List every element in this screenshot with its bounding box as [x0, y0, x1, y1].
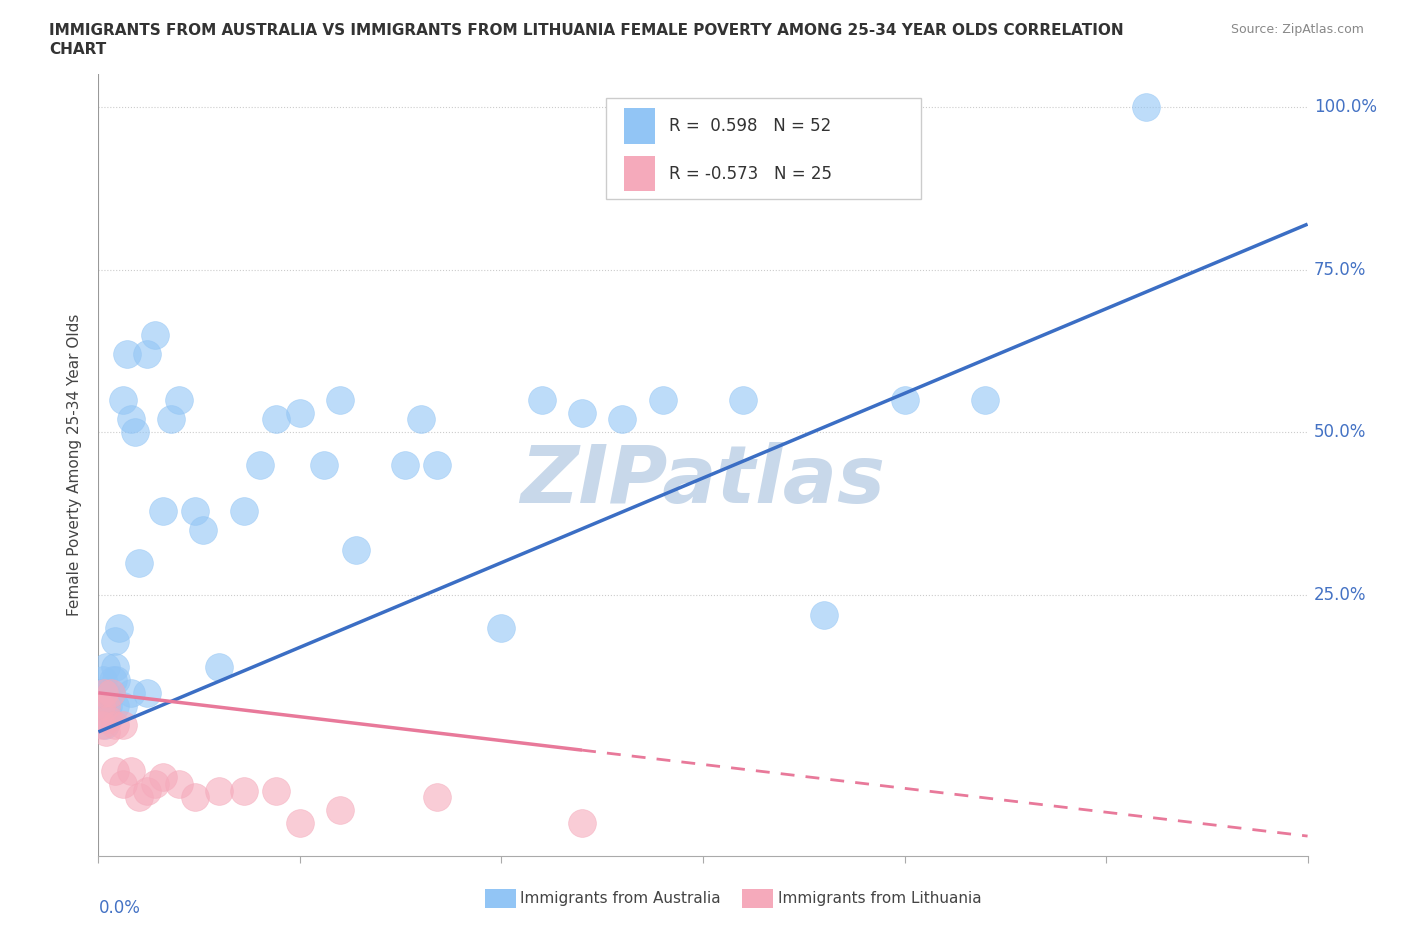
Point — [93, 685, 115, 700]
Point — [208, 659, 231, 674]
Point — [167, 777, 190, 791]
Point — [184, 790, 207, 804]
Text: 50.0%: 50.0% — [1313, 423, 1367, 442]
Point — [344, 542, 367, 557]
Point — [94, 718, 117, 733]
Point — [120, 685, 142, 700]
Point — [96, 724, 118, 739]
Text: Immigrants from Lithuania: Immigrants from Lithuania — [778, 891, 981, 906]
Point — [184, 503, 207, 518]
Point — [107, 620, 129, 635]
Point — [94, 698, 117, 713]
Point — [288, 405, 311, 420]
Point — [249, 458, 271, 472]
Text: ZIPatlas: ZIPatlas — [520, 442, 886, 520]
Point — [813, 607, 835, 622]
Point — [152, 503, 174, 518]
Point — [100, 685, 122, 700]
Text: R =  0.598   N = 52: R = 0.598 N = 52 — [669, 117, 831, 135]
FancyBboxPatch shape — [624, 156, 655, 192]
Text: 25.0%: 25.0% — [1313, 586, 1367, 604]
Point — [103, 633, 125, 648]
Point — [232, 783, 254, 798]
Point — [491, 620, 513, 635]
Point — [111, 718, 134, 733]
Point — [103, 659, 125, 674]
Point — [394, 458, 416, 472]
Point — [90, 685, 112, 700]
Point — [96, 685, 118, 700]
Point — [329, 803, 352, 817]
Point — [105, 672, 128, 687]
Point — [208, 783, 231, 798]
Point — [152, 770, 174, 785]
Point — [264, 783, 287, 798]
Text: 75.0%: 75.0% — [1313, 260, 1367, 279]
Point — [571, 405, 593, 420]
FancyBboxPatch shape — [606, 98, 921, 199]
Point — [90, 698, 112, 713]
Point — [96, 711, 118, 726]
Point — [96, 698, 118, 713]
Point — [409, 412, 432, 427]
Text: CHART: CHART — [49, 42, 107, 57]
Point — [101, 672, 124, 687]
Point — [97, 711, 120, 726]
Point — [111, 698, 134, 713]
Point — [232, 503, 254, 518]
Text: 0.0%: 0.0% — [98, 898, 141, 917]
Point — [135, 347, 157, 362]
Point — [100, 685, 122, 700]
Point — [91, 718, 114, 733]
Point — [160, 412, 183, 427]
Point — [97, 698, 120, 713]
Point — [167, 392, 190, 407]
Y-axis label: Female Poverty Among 25-34 Year Olds: Female Poverty Among 25-34 Year Olds — [67, 313, 83, 617]
Point — [1135, 100, 1157, 114]
Point — [612, 412, 634, 427]
Point — [91, 698, 114, 713]
Point — [193, 523, 215, 538]
Point — [103, 764, 125, 778]
Point — [733, 392, 755, 407]
Point — [103, 718, 125, 733]
Point — [135, 783, 157, 798]
Point — [128, 555, 150, 570]
Point — [111, 392, 134, 407]
Point — [135, 685, 157, 700]
Point — [893, 392, 915, 407]
Point — [314, 458, 336, 472]
Point — [91, 672, 114, 687]
Point — [571, 816, 593, 830]
Text: 100.0%: 100.0% — [1313, 98, 1376, 116]
Point — [120, 764, 142, 778]
Point — [426, 790, 449, 804]
Point — [974, 392, 997, 407]
Point — [651, 392, 673, 407]
Point — [120, 412, 142, 427]
Text: IMMIGRANTS FROM AUSTRALIA VS IMMIGRANTS FROM LITHUANIA FEMALE POVERTY AMONG 25-3: IMMIGRANTS FROM AUSTRALIA VS IMMIGRANTS … — [49, 23, 1123, 38]
Point — [115, 347, 138, 362]
Point — [329, 392, 352, 407]
Point — [103, 698, 125, 713]
Point — [264, 412, 287, 427]
Point — [124, 425, 146, 440]
Point — [426, 458, 449, 472]
Point — [143, 327, 166, 342]
FancyBboxPatch shape — [624, 109, 655, 143]
Point — [288, 816, 311, 830]
Point — [96, 659, 118, 674]
Text: R = -0.573   N = 25: R = -0.573 N = 25 — [669, 165, 832, 182]
Text: Source: ZipAtlas.com: Source: ZipAtlas.com — [1230, 23, 1364, 36]
Text: Immigrants from Australia: Immigrants from Australia — [520, 891, 721, 906]
Point — [111, 777, 134, 791]
Point — [530, 392, 553, 407]
Point — [143, 777, 166, 791]
Point — [128, 790, 150, 804]
